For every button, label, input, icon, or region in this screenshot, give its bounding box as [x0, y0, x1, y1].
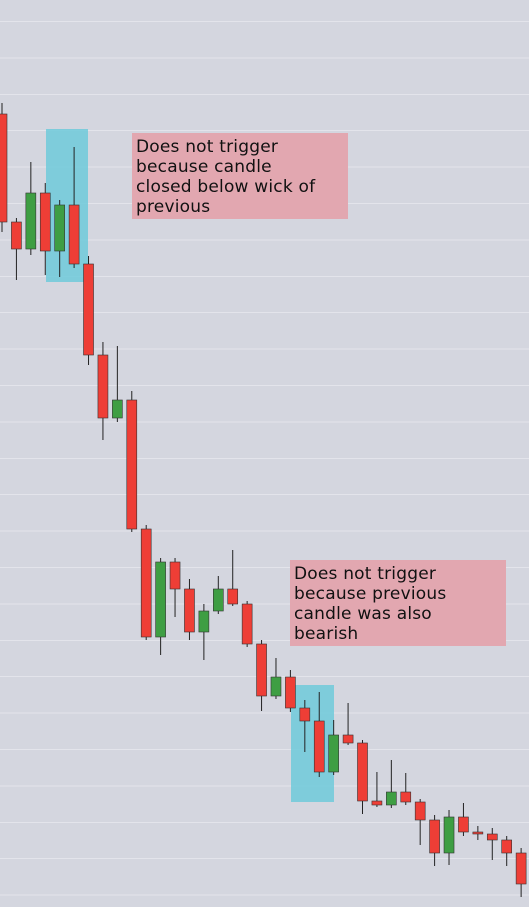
candle-body: [342, 734, 354, 744]
candle-body: [184, 588, 195, 633]
highlight-box: [291, 685, 334, 802]
annotation-box: [132, 133, 348, 219]
candle-body: [400, 791, 412, 803]
annotation-line: because previous: [294, 584, 446, 604]
candle-body: [328, 734, 339, 773]
candle-body: [486, 833, 498, 841]
candle-body: [270, 676, 282, 697]
candle-body: [357, 742, 368, 802]
candle-body: [241, 603, 253, 645]
candles: [0, 103, 527, 897]
candle-body: [386, 791, 397, 806]
candle-body: [140, 528, 152, 638]
candle-body: [515, 852, 527, 885]
candle-body: [39, 192, 51, 252]
annotation-box: [290, 560, 506, 646]
annotation-line: candle was also: [294, 604, 432, 624]
annotation-line: bearish: [294, 624, 358, 644]
candle-body: [83, 263, 94, 356]
candle-body: [68, 204, 80, 265]
candle-body: [285, 676, 296, 709]
candle-body: [414, 801, 426, 821]
candle-body: [299, 707, 311, 722]
candle-body: [112, 399, 123, 419]
candle-body: [169, 561, 181, 590]
candle-body: [227, 588, 239, 605]
annotation-line: because candle: [136, 157, 272, 177]
candle-body: [198, 610, 210, 633]
annotation-line: previous: [136, 197, 210, 217]
candle-body: [54, 204, 65, 252]
candle-body: [0, 113, 8, 223]
candle-body: [371, 800, 383, 806]
candle-body: [313, 720, 325, 773]
candle-body: [126, 399, 138, 530]
candle-body: [256, 643, 267, 697]
candle-body: [472, 831, 484, 835]
candle-body: [458, 816, 469, 833]
candle-body: [11, 221, 22, 250]
annotation-line: Does not trigger: [294, 564, 436, 584]
candle-body: [155, 561, 166, 638]
candle-body: [443, 816, 455, 854]
candle-body: [213, 588, 224, 612]
candle-body: [25, 192, 37, 250]
annotation-line: closed below wick of: [136, 177, 316, 197]
candle-body: [429, 819, 440, 854]
candle-body: [97, 354, 109, 419]
candle-body: [501, 839, 513, 854]
annotation-line: Does not trigger: [136, 137, 278, 157]
highlight-box: [46, 129, 88, 282]
